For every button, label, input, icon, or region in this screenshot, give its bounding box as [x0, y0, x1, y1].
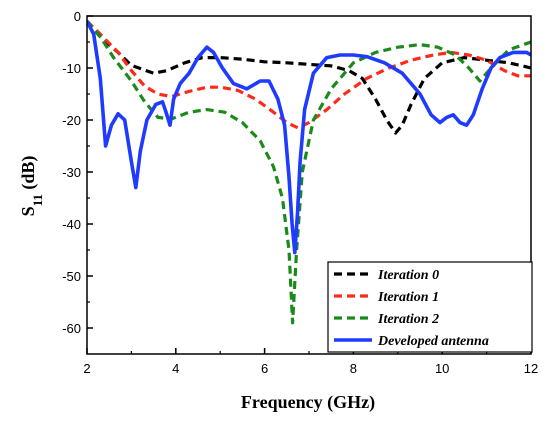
y-tick-label-1: -10	[62, 61, 81, 76]
series-line-2	[87, 20, 531, 325]
y-tick-label-3: -30	[62, 165, 81, 180]
x-tick-label-5: 12	[524, 361, 538, 376]
series-line-0	[87, 20, 531, 135]
y-tick-label-6: -60	[62, 321, 81, 336]
x-tick-label-0: 2	[83, 361, 90, 376]
legend-label-2: Iteration 2	[377, 312, 439, 327]
x-axis-title: Frequency (GHz)	[241, 392, 375, 413]
legend-label-0: Iteration 0	[377, 268, 439, 283]
plot-area	[87, 20, 531, 325]
y-axis-title-unit: (dB)	[18, 156, 39, 195]
legend-label-3: Developed antenna	[377, 334, 489, 349]
y-axis-title: S11 (dB)	[18, 156, 45, 217]
y-tick-label-5: -50	[62, 269, 81, 284]
legend-box	[327, 261, 533, 353]
y-axis-title-main: S	[18, 206, 38, 216]
x-tick-label-4: 10	[435, 361, 449, 376]
legend-label-1: Iteration 1	[377, 290, 439, 305]
x-tick-label-3: 8	[350, 361, 357, 376]
legend: Iteration 0 Iteration 1 Iteration 2 Develop…	[327, 261, 533, 353]
y-tick-label-2: -20	[62, 113, 81, 128]
series-line-3	[87, 20, 531, 255]
x-tick-label-2: 6	[261, 361, 268, 376]
y-tick-label-0: 0	[74, 9, 81, 24]
x-tick-label-1: 4	[172, 361, 179, 376]
y-tick-label-4: -40	[62, 217, 81, 232]
axes: 2 4 6 8 10 12 0 -10 -20 -30 -40 -50 -60	[62, 9, 538, 376]
y-axis-title-sub: 11	[30, 194, 45, 206]
series-line-1	[87, 20, 531, 130]
